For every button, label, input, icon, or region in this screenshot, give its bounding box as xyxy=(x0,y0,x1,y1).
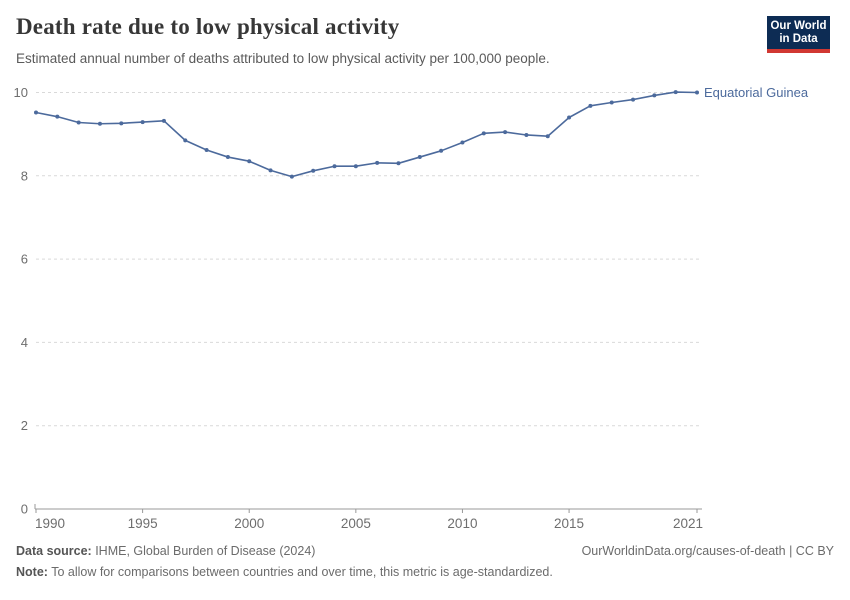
data-point-2013[interactable] xyxy=(524,132,529,137)
data-point-1995[interactable] xyxy=(140,120,145,125)
data-point-2006[interactable] xyxy=(375,160,380,165)
data-point-1997[interactable] xyxy=(183,138,188,143)
y-tick-label-0: 0 xyxy=(21,502,28,517)
x-tick-label-2010: 2010 xyxy=(447,516,477,531)
data-point-2010[interactable] xyxy=(460,140,465,145)
y-tick-label-4: 4 xyxy=(21,335,28,350)
owid-logo-accent-bar xyxy=(767,49,830,53)
data-point-2003[interactable] xyxy=(311,168,316,173)
note-text: Note: To allow for comparisons between c… xyxy=(16,565,553,579)
data-point-2007[interactable] xyxy=(396,161,401,166)
data-point-2016[interactable] xyxy=(588,103,593,108)
chart-subtitle: Estimated annual number of deaths attrib… xyxy=(16,51,550,66)
data-point-1992[interactable] xyxy=(76,120,81,125)
y-tick-label-2: 2 xyxy=(21,418,28,433)
owid-logo-line2: in Data xyxy=(779,33,818,45)
x-tick-label-2015: 2015 xyxy=(554,516,584,531)
owid-credit-link[interactable]: OurWorldinData.org/causes-of-death | CC … xyxy=(581,544,834,558)
y-tick-label-6: 6 xyxy=(21,252,28,267)
data-point-1996[interactable] xyxy=(161,118,166,123)
chart-area: 0 2 4 6 8 10 1990 1995 2000 2005 2010 2015 2021 Equat… xyxy=(0,70,850,535)
data-point-2014[interactable] xyxy=(545,134,550,139)
x-tick-label-2021: 2021 xyxy=(673,516,703,531)
page-title: Death rate due to low physical activity xyxy=(16,14,400,39)
x-tick-label-2000: 2000 xyxy=(234,516,264,531)
x-tick-label-2005: 2005 xyxy=(341,516,371,531)
data-point-1998[interactable] xyxy=(204,147,209,152)
series-end-label[interactable]: Equatorial Guinea xyxy=(704,85,809,100)
data-point-2021[interactable] xyxy=(695,90,699,95)
line-chart: 0 2 4 6 8 10 1990 1995 2000 2005 2010 2015 2021 Equat… xyxy=(14,85,809,531)
x-tick-label-1995: 1995 xyxy=(128,516,158,531)
chart-footer: Data source: IHME, Global Burden of Dise… xyxy=(16,541,834,583)
data-point-2002[interactable] xyxy=(289,174,294,179)
data-source-value: IHME, Global Burden of Disease (2024) xyxy=(91,544,316,558)
note-value: To allow for comparisons between countri… xyxy=(47,565,553,579)
data-point-2018[interactable] xyxy=(631,97,636,102)
data-point-2008[interactable] xyxy=(417,155,422,160)
x-tick-label-1990: 1990 xyxy=(35,516,65,531)
data-point-2009[interactable] xyxy=(439,148,444,153)
data-point-2020[interactable] xyxy=(673,90,678,95)
owid-logo-line1: Our World xyxy=(770,20,827,32)
data-point-2012[interactable] xyxy=(503,130,508,135)
y-tick-label-10: 10 xyxy=(14,85,28,100)
data-point-1994[interactable] xyxy=(119,121,124,126)
data-point-2015[interactable] xyxy=(567,115,572,120)
data-point-2011[interactable] xyxy=(481,131,486,136)
data-point-1990[interactable] xyxy=(34,110,38,115)
data-point-2004[interactable] xyxy=(332,164,337,169)
data-point-2001[interactable] xyxy=(268,168,273,173)
series-line xyxy=(35,91,698,178)
data-source-label: Data source: xyxy=(16,544,92,558)
note-label: Note: xyxy=(16,565,48,579)
data-point-2000[interactable] xyxy=(247,159,252,164)
data-point-1993[interactable] xyxy=(97,121,102,126)
data-point-2019[interactable] xyxy=(652,93,657,98)
data-point-2017[interactable] xyxy=(609,100,614,105)
owid-logo: Our World in Data xyxy=(767,16,830,53)
data-point-1999[interactable] xyxy=(225,155,230,160)
data-point-1991[interactable] xyxy=(55,114,60,119)
data-source-text: Data source: IHME, Global Burden of Dise… xyxy=(16,541,315,562)
y-tick-label-8: 8 xyxy=(21,168,28,183)
data-point-2005[interactable] xyxy=(353,164,358,169)
